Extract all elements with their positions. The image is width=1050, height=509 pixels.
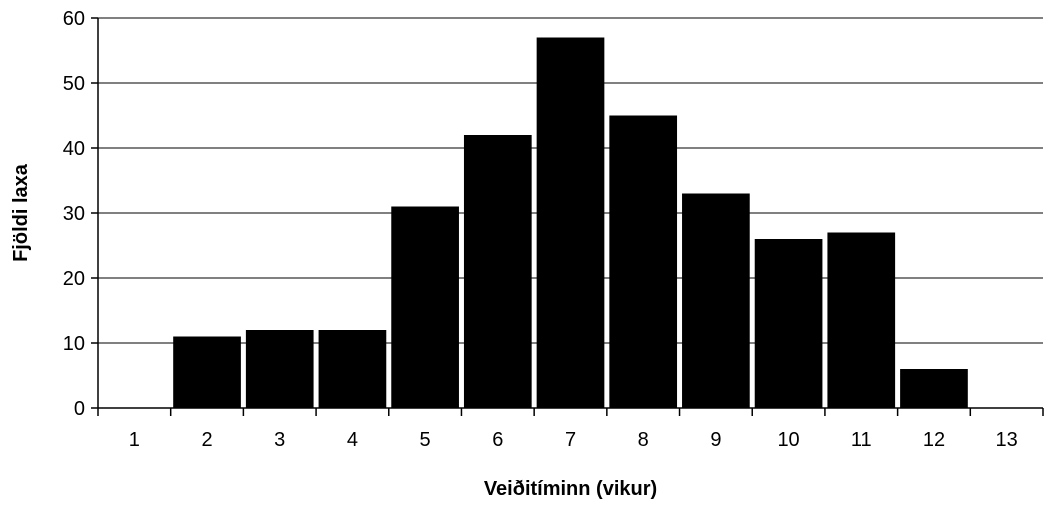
bar-week-7 (536, 37, 605, 408)
x-tick-label: 12 (923, 429, 945, 451)
x-tick-label: 9 (710, 429, 721, 451)
y-axis-title: Fjöldi laxa (10, 163, 32, 262)
y-tick-label: 0 (74, 398, 85, 420)
y-tick-label: 30 (63, 203, 85, 225)
y-tick-label: 50 (63, 73, 85, 95)
bar-week-4 (318, 330, 387, 408)
x-axis-title: Veiðitíminn (vikur) (484, 478, 657, 500)
y-ticks: 0 10 20 30 40 50 60 (63, 8, 98, 420)
x-tick-label: 1 (129, 429, 140, 451)
x-tick-label: 4 (347, 429, 358, 451)
y-tick-label: 20 (63, 268, 85, 290)
x-tick-label: 13 (996, 429, 1018, 451)
bar-week-5 (391, 206, 459, 408)
y-tick-label: 40 (63, 138, 85, 160)
bar-week-8 (609, 115, 678, 408)
x-tick-label: 7 (565, 429, 576, 451)
bar-week-11 (827, 232, 896, 408)
x-tick-label: 11 (851, 429, 872, 451)
y-tick-label: 10 (63, 333, 85, 355)
bar-week-12 (900, 369, 968, 408)
y-tick-label: 60 (63, 8, 85, 30)
x-tick-label: 2 (201, 429, 212, 451)
x-tick-label: 8 (638, 429, 649, 451)
bar-week-10 (754, 239, 823, 408)
x-ticks: 1 2 3 4 5 6 7 8 9 10 11 12 13 (97, 408, 1044, 451)
bar-week-2 (173, 336, 241, 408)
x-tick-label: 10 (777, 429, 799, 451)
bars (173, 37, 968, 408)
bar-week-3 (245, 330, 314, 408)
x-tick-label: 6 (492, 429, 503, 451)
bar-week-6 (463, 135, 532, 408)
x-tick-label: 5 (420, 429, 431, 451)
bar-week-9 (682, 193, 750, 408)
x-tick-label: 3 (274, 429, 285, 451)
